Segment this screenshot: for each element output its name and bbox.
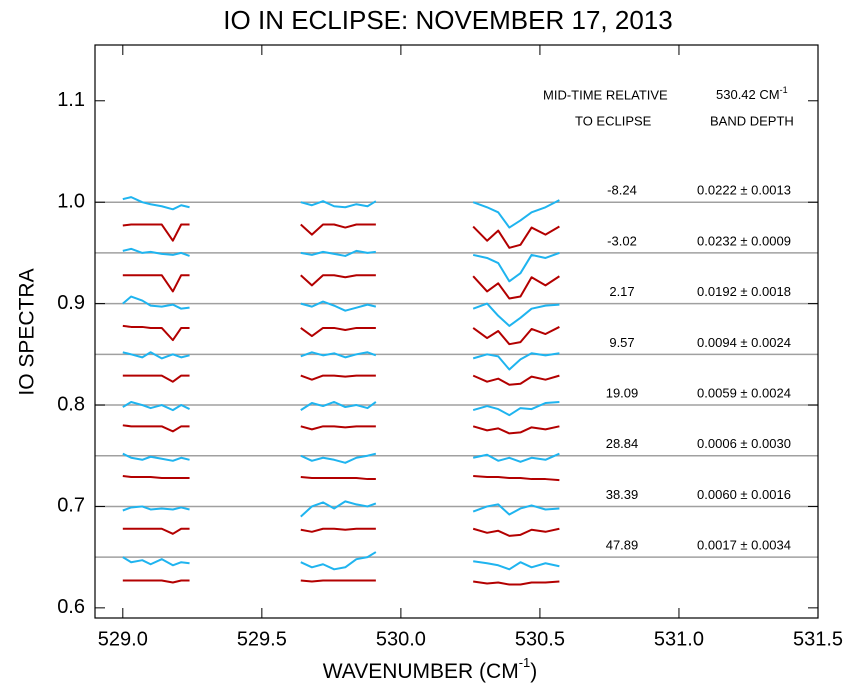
header-depth-text: 530.42 CM bbox=[716, 87, 780, 102]
spectrum-line bbox=[122, 196, 560, 229]
spectrum-line bbox=[122, 324, 560, 346]
spectrum-line bbox=[122, 351, 560, 371]
mid-time: 28.84 bbox=[606, 436, 639, 451]
header-time: MID-TIME RELATIVE bbox=[543, 87, 668, 102]
x-tick-label: 530.0 bbox=[376, 628, 426, 650]
x-tick-label: 529.5 bbox=[237, 628, 287, 650]
band-depth: 0.0017 ± 0.0034 bbox=[697, 538, 791, 553]
spectrum-line bbox=[122, 500, 560, 518]
y-tick-label: 0.9 bbox=[57, 292, 85, 314]
x-axis-label-sup: -1 bbox=[519, 655, 531, 670]
spectrum-line bbox=[122, 374, 560, 386]
band-depth: 0.0192 ± 0.0018 bbox=[697, 284, 791, 299]
mid-time: -3.02 bbox=[607, 233, 637, 248]
mid-time: 38.39 bbox=[606, 487, 639, 502]
spectrum-line bbox=[122, 295, 560, 327]
header-depth-sup: -1 bbox=[780, 85, 788, 95]
y-tick-label: 0.6 bbox=[57, 596, 85, 618]
band-depth: 0.0059 ± 0.0024 bbox=[697, 385, 791, 400]
header-depth: BAND DEPTH bbox=[710, 113, 794, 128]
y-tick-label: 0.8 bbox=[57, 393, 85, 415]
spectrum-line bbox=[122, 247, 560, 283]
y-tick-label: 1.1 bbox=[57, 89, 85, 111]
band-depth: 0.0094 ± 0.0024 bbox=[697, 335, 791, 350]
mid-time: 2.17 bbox=[609, 284, 634, 299]
mid-time: 19.09 bbox=[606, 385, 639, 400]
header-depth: 530.42 CM-1 bbox=[716, 85, 788, 102]
spectrum-line bbox=[122, 475, 560, 482]
spectrum-line bbox=[122, 223, 560, 249]
chart-title: IO IN ECLIPSE: NOVEMBER 17, 2013 bbox=[223, 5, 672, 35]
x-tick-label: 531.0 bbox=[654, 628, 704, 650]
y-axis-label: IO SPECTRA bbox=[16, 268, 39, 395]
mid-time: 47.89 bbox=[606, 538, 639, 553]
band-depth: 0.0222 ± 0.0013 bbox=[697, 183, 791, 198]
spectrum-line bbox=[122, 551, 560, 571]
x-axis-label-text: WAVENUMBER (CM bbox=[323, 660, 519, 683]
y-tick-label: 0.7 bbox=[57, 495, 85, 517]
plot-frame bbox=[94, 44, 819, 619]
mid-time: -8.24 bbox=[607, 183, 637, 198]
spectrum-line bbox=[122, 400, 560, 417]
header-time: TO ECLIPSE bbox=[575, 113, 652, 128]
band-depth: 0.0006 ± 0.0030 bbox=[697, 436, 791, 451]
x-tick-label: 531.5 bbox=[793, 628, 843, 650]
band-depth: 0.0232 ± 0.0009 bbox=[697, 233, 791, 248]
spectrum-line bbox=[122, 424, 560, 435]
spectrum-line bbox=[122, 527, 560, 537]
spectrum-line bbox=[122, 274, 560, 300]
x-tick-label: 529.0 bbox=[98, 628, 148, 650]
band-depth: 0.0060 ± 0.0016 bbox=[697, 487, 791, 502]
x-tick-label: 530.5 bbox=[515, 628, 565, 650]
mid-time: 9.57 bbox=[609, 335, 634, 350]
y-tick-label: 1.0 bbox=[57, 190, 85, 212]
spectrum-line bbox=[122, 579, 560, 586]
x-axis-label: WAVENUMBER (CM-1) bbox=[323, 655, 538, 682]
x-axis-label-end: ) bbox=[530, 660, 537, 683]
annotation-header: MID-TIME RELATIVE 530.42 CM-1 TO ECLIPSE… bbox=[543, 85, 794, 128]
spectrum-line bbox=[122, 452, 560, 464]
